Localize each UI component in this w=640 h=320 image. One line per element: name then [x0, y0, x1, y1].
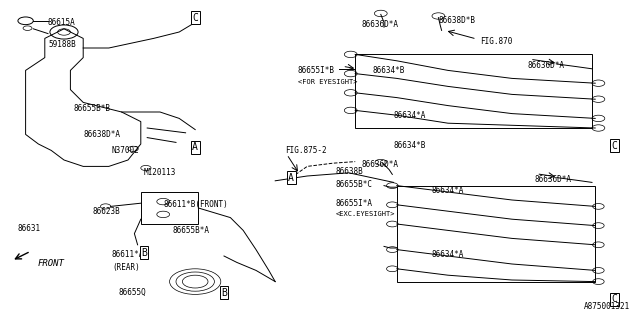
Text: 86636D*A: 86636D*A: [534, 175, 572, 184]
Text: N37002: N37002: [112, 146, 140, 155]
Text: <FOR EYESIGHT>: <FOR EYESIGHT>: [298, 79, 357, 84]
Text: <EXC.EYESIGHT>: <EXC.EYESIGHT>: [336, 212, 396, 217]
Text: FIG.875-2: FIG.875-2: [285, 146, 326, 155]
Bar: [397, 186, 595, 282]
Text: 86634*B: 86634*B: [372, 66, 405, 75]
Text: M120113: M120113: [144, 168, 177, 177]
Text: 86655I*A: 86655I*A: [336, 199, 373, 208]
Text: C: C: [192, 12, 198, 23]
Text: 86636D*A: 86636D*A: [528, 61, 565, 70]
Text: 86655B*B: 86655B*B: [74, 104, 111, 113]
Text: 86615A: 86615A: [48, 18, 76, 27]
Text: 86623B: 86623B: [93, 207, 120, 216]
Text: 86634*A: 86634*A: [394, 111, 426, 120]
Text: B: B: [141, 248, 147, 258]
Text: C: C: [611, 294, 618, 304]
Text: (REAR): (REAR): [112, 263, 140, 272]
Text: FRONT: FRONT: [37, 260, 64, 268]
Text: 86655Q: 86655Q: [118, 288, 146, 297]
Text: A875001321: A875001321: [584, 302, 630, 311]
Text: A: A: [288, 172, 294, 183]
Text: 59188B: 59188B: [48, 40, 76, 49]
Text: 86655I*B: 86655I*B: [298, 66, 335, 75]
Text: 86631: 86631: [18, 224, 41, 233]
Text: 86638B: 86638B: [336, 167, 364, 176]
Text: A: A: [192, 142, 198, 152]
Text: 86611*B(FRONT): 86611*B(FRONT): [163, 200, 228, 209]
Bar: [355, 54, 592, 128]
Text: 86638D*A: 86638D*A: [83, 130, 120, 139]
Text: 86634*A: 86634*A: [432, 186, 465, 195]
Text: FIG.870: FIG.870: [480, 37, 513, 46]
Text: C: C: [611, 140, 618, 151]
Text: 86611*A: 86611*A: [112, 250, 145, 259]
Text: 86634*B: 86634*B: [394, 141, 426, 150]
Text: 86655B*C: 86655B*C: [336, 180, 373, 188]
Text: 86655B*A: 86655B*A: [173, 226, 210, 235]
Text: B: B: [221, 288, 227, 298]
Text: 86634*A: 86634*A: [432, 250, 465, 259]
Text: 86636D*A: 86636D*A: [362, 20, 399, 28]
Text: 86638D*B: 86638D*B: [438, 16, 476, 25]
Text: 86636D*A: 86636D*A: [362, 160, 399, 169]
